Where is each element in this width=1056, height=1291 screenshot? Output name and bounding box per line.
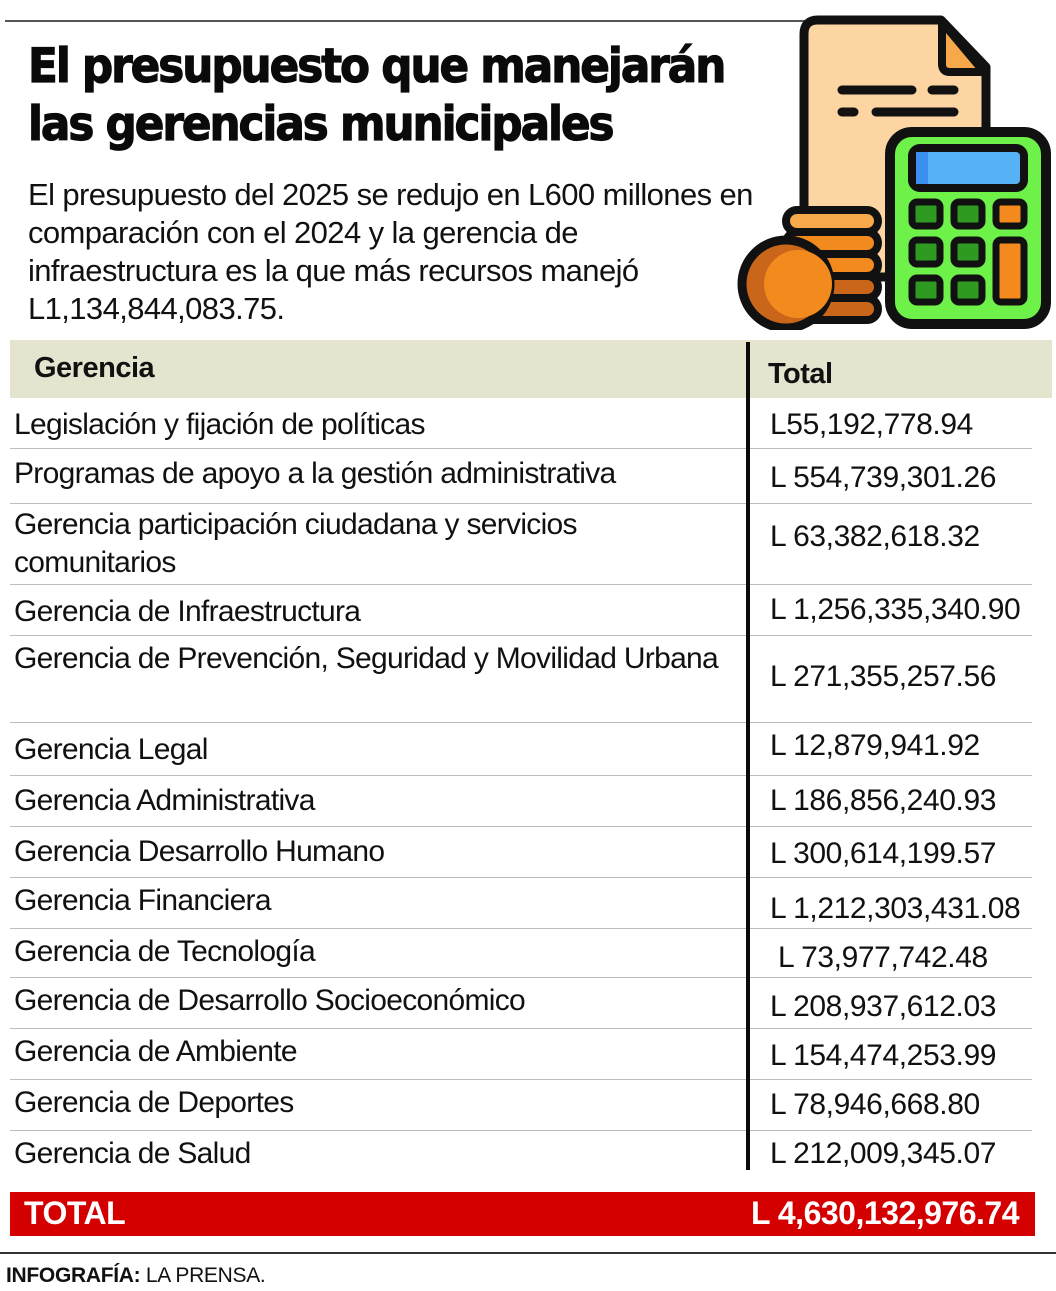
credit: INFOGRAFÍA: LA PRENSA. — [6, 1264, 266, 1288]
table-row: Gerencia de Desarrollo Socioeconómico L … — [10, 978, 1032, 1029]
gerencia-cell: Gerencia de Tecnología — [14, 935, 316, 968]
total-cell: L 154,474,253.99 — [770, 1039, 997, 1072]
gerencia-cell: Gerencia participación ciudadana y servi… — [14, 508, 578, 579]
table-body: Legislación y fijación de políticas L55,… — [10, 398, 1052, 1181]
table-row: Gerencia Desarrollo Humano L 300,614,199… — [10, 827, 1032, 878]
table-row: Gerencia de Tecnología L 73,977,742.48 — [10, 929, 1032, 978]
total-cell: L 63,382,618.32 — [770, 520, 980, 553]
credit-source: LA PRENSA. — [140, 1264, 266, 1287]
total-cell: L 300,614,199.57 — [770, 837, 997, 870]
total-cell: L 73,977,742.48 — [778, 941, 988, 974]
gerencia-cell: Gerencia de Infraestructura — [14, 595, 361, 628]
column-header-gerencia: Gerencia — [34, 352, 155, 384]
total-value: L 4,630,132,976.74 — [751, 1195, 1019, 1231]
column-header-total: Total — [768, 358, 833, 390]
total-cell: L 271,355,257.56 — [770, 660, 997, 693]
gerencia-cell: Gerencia de Deportes — [14, 1086, 294, 1119]
gerencia-cell: Gerencia Legal — [14, 733, 208, 766]
table-row: Gerencia Legal L 12,879,941.92 — [10, 723, 1032, 776]
total-bar: TOTAL L 4,630,132,976.74 — [10, 1192, 1035, 1236]
calculator-icon — [885, 127, 1051, 329]
table-header: Gerencia Total — [10, 340, 1052, 398]
total-cell: L 1,212,303,431.08 — [770, 892, 1021, 925]
table-row: Gerencia de Prevención, Seguridad y Movi… — [10, 636, 1032, 723]
column-divider — [746, 342, 750, 1170]
gerencia-cell: Gerencia de Desarrollo Socioeconómico — [14, 984, 526, 1017]
total-cell: L 212,009,345.07 — [770, 1137, 997, 1170]
gerencia-cell: Legislación y fijación de políticas — [14, 408, 425, 441]
total-cell: L 1,256,335,340.90 — [770, 593, 1021, 626]
table-row: Legislación y fijación de políticas L55,… — [10, 398, 1032, 449]
budget-table: Gerencia Total Legislación y fijación de… — [10, 340, 1052, 1181]
table-row: Gerencia participación ciudadana y servi… — [10, 504, 1032, 585]
total-cell: L 12,879,941.92 — [770, 729, 980, 762]
table-row: Gerencia de Infraestructura L 1,256,335,… — [10, 585, 1032, 636]
table-row: Gerencia Financiera L 1,212,303,431.08 — [10, 878, 1032, 929]
table-row: Programas de apoyo a la gestión administ… — [10, 449, 1032, 504]
gerencia-cell: Gerencia Administrativa — [14, 784, 315, 817]
table-row: Gerencia de Ambiente L 154,474,253.99 — [10, 1029, 1032, 1080]
total-cell: L 208,937,612.03 — [770, 990, 997, 1023]
gerencia-cell: Programas de apoyo a la gestión administ… — [14, 457, 616, 490]
gerencia-cell: Gerencia de Prevención, Seguridad y Movi… — [14, 642, 719, 675]
gerencia-cell: Gerencia de Ambiente — [14, 1035, 298, 1068]
total-cell: L 78,946,668.80 — [770, 1088, 980, 1121]
credit-label: INFOGRAFÍA: — [6, 1264, 141, 1287]
total-label: TOTAL — [24, 1195, 126, 1231]
budget-illustration — [737, 15, 1051, 330]
subtitle: El presupuesto del 2025 se redujo en L60… — [28, 177, 753, 326]
gerencia-cell: Gerencia Financiera — [14, 884, 272, 917]
page-title: El presupuesto que manejarán las gerenci… — [27, 38, 726, 152]
total-cell: L 554,739,301.26 — [770, 461, 997, 494]
top-rule — [5, 20, 805, 22]
total-cell: L 186,856,240.93 — [770, 784, 997, 817]
coins-icon — [737, 206, 882, 330]
gerencia-cell: Gerencia de Salud — [14, 1137, 251, 1170]
table-row: Gerencia Administrativa L 186,856,240.93 — [10, 776, 1032, 827]
bottom-rule — [0, 1252, 1056, 1254]
table-row: Gerencia de Salud L 212,009,345.07 — [10, 1131, 1032, 1181]
gerencia-cell: Gerencia Desarrollo Humano — [14, 835, 385, 868]
total-cell: L55,192,778.94 — [770, 408, 973, 441]
table-row: Gerencia de Deportes L 78,946,668.80 — [10, 1080, 1032, 1131]
